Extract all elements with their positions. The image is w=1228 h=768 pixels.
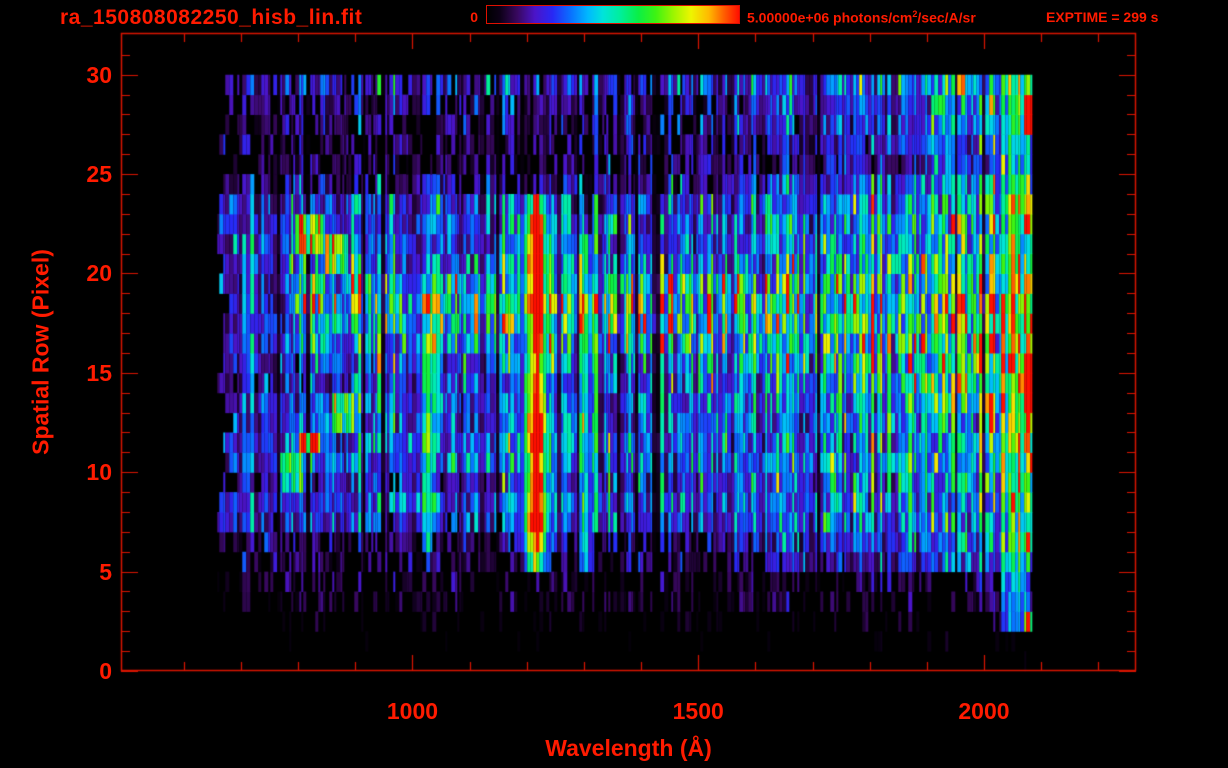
colorbar-max-label: 5.00000e+06 photons/cm2/sec/A/sr — [747, 9, 976, 26]
y-tick-label: 0 — [99, 658, 112, 684]
y-tick-label: 5 — [99, 558, 112, 585]
x-tick-label: 1500 — [672, 698, 724, 724]
x-axis-title: Wavelength (Å) — [545, 735, 712, 761]
colorbar-max-label-prefix: 5.00000e+06 photons/cm — [747, 9, 913, 26]
colorbar-gradient — [486, 5, 740, 24]
x-tick-label: 2000 — [958, 698, 1010, 724]
y-tick-label: 20 — [86, 260, 112, 287]
y-tick-label: 10 — [86, 459, 112, 486]
x-tick-label: 1000 — [386, 698, 439, 724]
exptime-label: EXPTIME = 299 s — [1046, 9, 1159, 25]
colorbar-max-label-suffix: /sec/A/sr — [917, 9, 976, 26]
y-axis-title: Spatial Row (Pixel) — [27, 249, 54, 455]
file-title: ra_150808082250_hisb_lin.fit — [60, 6, 363, 29]
y-tick-label: 25 — [86, 161, 112, 188]
colorbar-max-label-exponent: 2 — [912, 9, 918, 19]
y-tick-label: 30 — [86, 61, 112, 88]
colorbar-min-label: 0 — [470, 9, 478, 25]
y-tick-label: 15 — [86, 359, 112, 386]
